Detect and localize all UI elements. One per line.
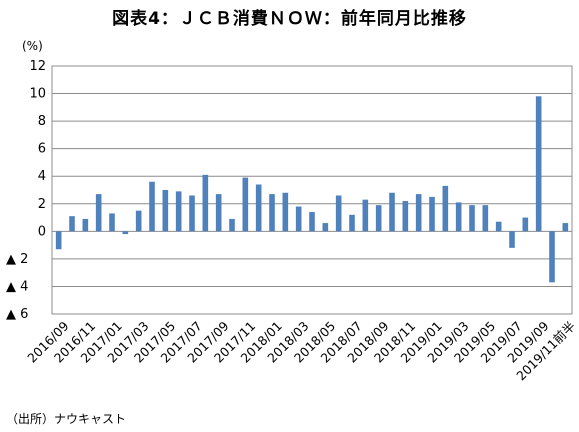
bar xyxy=(269,194,275,232)
bar xyxy=(202,174,209,232)
bar xyxy=(429,196,435,232)
bar xyxy=(229,218,235,232)
bar xyxy=(469,205,475,232)
source-note: （出所）ナウキャスト xyxy=(6,412,127,426)
plot-area xyxy=(51,65,573,315)
bar xyxy=(375,205,382,232)
bar xyxy=(149,181,155,232)
bar xyxy=(55,231,62,250)
bar xyxy=(162,190,169,232)
bar xyxy=(309,212,315,232)
bar xyxy=(109,213,115,232)
bar xyxy=(402,201,409,232)
bar xyxy=(549,231,555,283)
chart-title: 図表4：ＪＣＢ消費ＮＯＷ：前年同月比推移 xyxy=(112,9,467,29)
bar xyxy=(135,210,142,232)
y-tick-label: 10 xyxy=(29,87,46,102)
bar xyxy=(242,177,249,232)
bar xyxy=(349,214,355,232)
bars xyxy=(55,96,569,283)
bar xyxy=(482,205,489,232)
gridlines xyxy=(52,93,572,287)
y-tick-label: 4 xyxy=(38,169,46,184)
bar xyxy=(95,194,102,232)
bar xyxy=(175,191,182,232)
bar xyxy=(189,195,195,232)
y-axis-label: (%) xyxy=(22,39,43,53)
bar xyxy=(282,192,289,232)
y-tick-label: 2 xyxy=(38,197,46,212)
bar xyxy=(562,223,569,232)
bar xyxy=(335,195,342,232)
bar xyxy=(535,96,542,232)
bar xyxy=(495,221,502,232)
bar xyxy=(455,202,462,232)
y-tick-label: ▲ 6 xyxy=(6,307,28,322)
bar xyxy=(255,184,262,232)
y-tick-label: ▲ 2 xyxy=(6,252,28,267)
bar xyxy=(215,194,222,232)
bar xyxy=(69,216,75,232)
bar xyxy=(415,194,422,232)
y-axis-ticks: 12 10 8 6 4 2 0 ▲ 2 ▲ 4 ▲ 6 xyxy=(6,59,46,322)
bar xyxy=(122,231,129,235)
y-tick-label: 6 xyxy=(38,142,46,157)
bar xyxy=(295,206,302,232)
bar xyxy=(82,218,89,232)
bar xyxy=(389,192,395,232)
y-tick-label: 8 xyxy=(38,114,46,129)
bar xyxy=(442,185,449,232)
bar xyxy=(509,231,515,248)
y-tick-label: ▲ 4 xyxy=(6,279,28,294)
x-axis-ticks: 2016/092016/112017/012017/032017/052017/… xyxy=(24,318,578,383)
bar xyxy=(322,223,329,232)
y-tick-label: 0 xyxy=(38,224,46,239)
bar xyxy=(362,199,369,232)
y-tick-label: 12 xyxy=(29,59,46,74)
bar xyxy=(522,217,529,232)
